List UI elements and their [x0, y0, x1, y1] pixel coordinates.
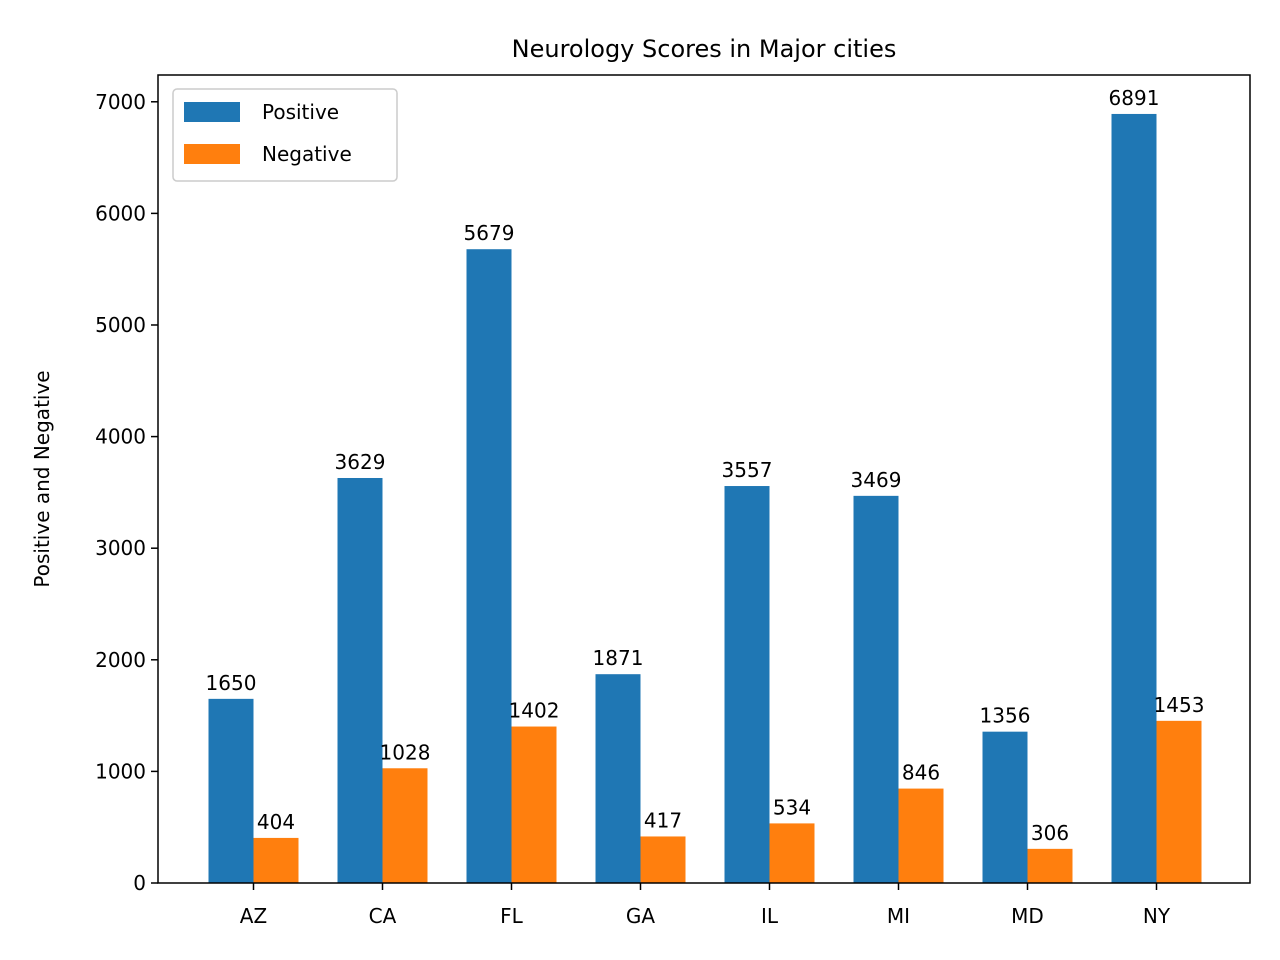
bar-positive-ca	[337, 477, 383, 883]
y-tick-label: 2000	[95, 648, 146, 672]
data-labels-group: 1650 3629 5679 1871 3557 3469 1356 6891 404 1028 1…	[206, 86, 1205, 845]
y-tick-label: 4000	[95, 425, 146, 449]
y-tick-label: 0	[133, 871, 146, 895]
data-label-negative-mi: 846	[902, 761, 940, 785]
legend: Positive Negative	[172, 88, 398, 182]
bar-positive-ga	[595, 674, 641, 883]
x-tick-label: FL	[500, 904, 524, 928]
bar-positive-fl	[466, 249, 512, 883]
data-label-positive-il: 3557	[722, 458, 773, 482]
bar-negative-az	[253, 837, 299, 883]
x-tick-label: MD	[1011, 904, 1044, 928]
data-label-negative-fl: 1402	[509, 699, 560, 723]
y-tick-label: 6000	[95, 201, 146, 225]
bar-positive-mi	[853, 495, 899, 883]
y-tick-label: 1000	[95, 759, 146, 783]
x-tick-label: GA	[626, 904, 655, 928]
data-label-positive-mi: 3469	[851, 468, 902, 492]
bar-positive-az	[208, 698, 254, 883]
bars-group	[208, 113, 1202, 884]
bar-positive-md	[982, 731, 1028, 883]
bar-negative-md	[1027, 848, 1073, 883]
data-label-positive-fl: 5679	[464, 221, 515, 245]
data-label-negative-ny: 1453	[1154, 693, 1205, 717]
data-label-positive-ny: 6891	[1109, 86, 1160, 110]
data-label-positive-ca: 3629	[335, 450, 386, 474]
data-label-positive-ga: 1871	[593, 646, 644, 670]
bar-positive-il	[724, 486, 770, 883]
legend-label-positive: Positive	[262, 100, 339, 124]
data-label-negative-ga: 417	[644, 808, 682, 832]
legend-swatch-negative	[184, 144, 240, 164]
x-tick-label: MI	[887, 904, 910, 928]
chart-title: Neurology Scores in Major cities	[512, 35, 897, 63]
legend-swatch-positive	[184, 102, 240, 122]
bar-negative-ca	[382, 768, 428, 883]
data-label-positive-md: 1356	[980, 704, 1031, 728]
y-axis-label: Positive and Negative	[30, 370, 54, 587]
data-label-negative-md: 306	[1031, 821, 1069, 845]
bar-negative-mi	[898, 788, 944, 883]
data-label-positive-az: 1650	[206, 671, 257, 695]
data-label-negative-il: 534	[773, 795, 811, 819]
x-tick-label: AZ	[240, 904, 267, 928]
x-tick-label: IL	[761, 904, 779, 928]
bar-positive-ny	[1111, 113, 1157, 884]
y-tick-label: 5000	[95, 313, 146, 337]
bar-negative-il	[769, 823, 815, 883]
plot-frame	[157, 74, 1251, 884]
bar-negative-ny	[1156, 720, 1202, 883]
bar-negative-ga	[640, 836, 686, 883]
x-tick-label: NY	[1143, 904, 1171, 928]
x-axis: AZ CA FL GA IL MI MD NY	[240, 883, 1171, 928]
y-axis: 0 1000 2000 3000 4000 5000 6000 7000	[95, 90, 158, 895]
legend-label-negative: Negative	[262, 142, 352, 166]
data-label-negative-ca: 1028	[380, 740, 431, 764]
data-label-negative-az: 404	[257, 810, 295, 834]
y-tick-label: 7000	[95, 90, 146, 114]
y-tick-label: 3000	[95, 536, 146, 560]
bar-negative-fl	[511, 726, 557, 883]
x-tick-label: CA	[369, 904, 397, 928]
